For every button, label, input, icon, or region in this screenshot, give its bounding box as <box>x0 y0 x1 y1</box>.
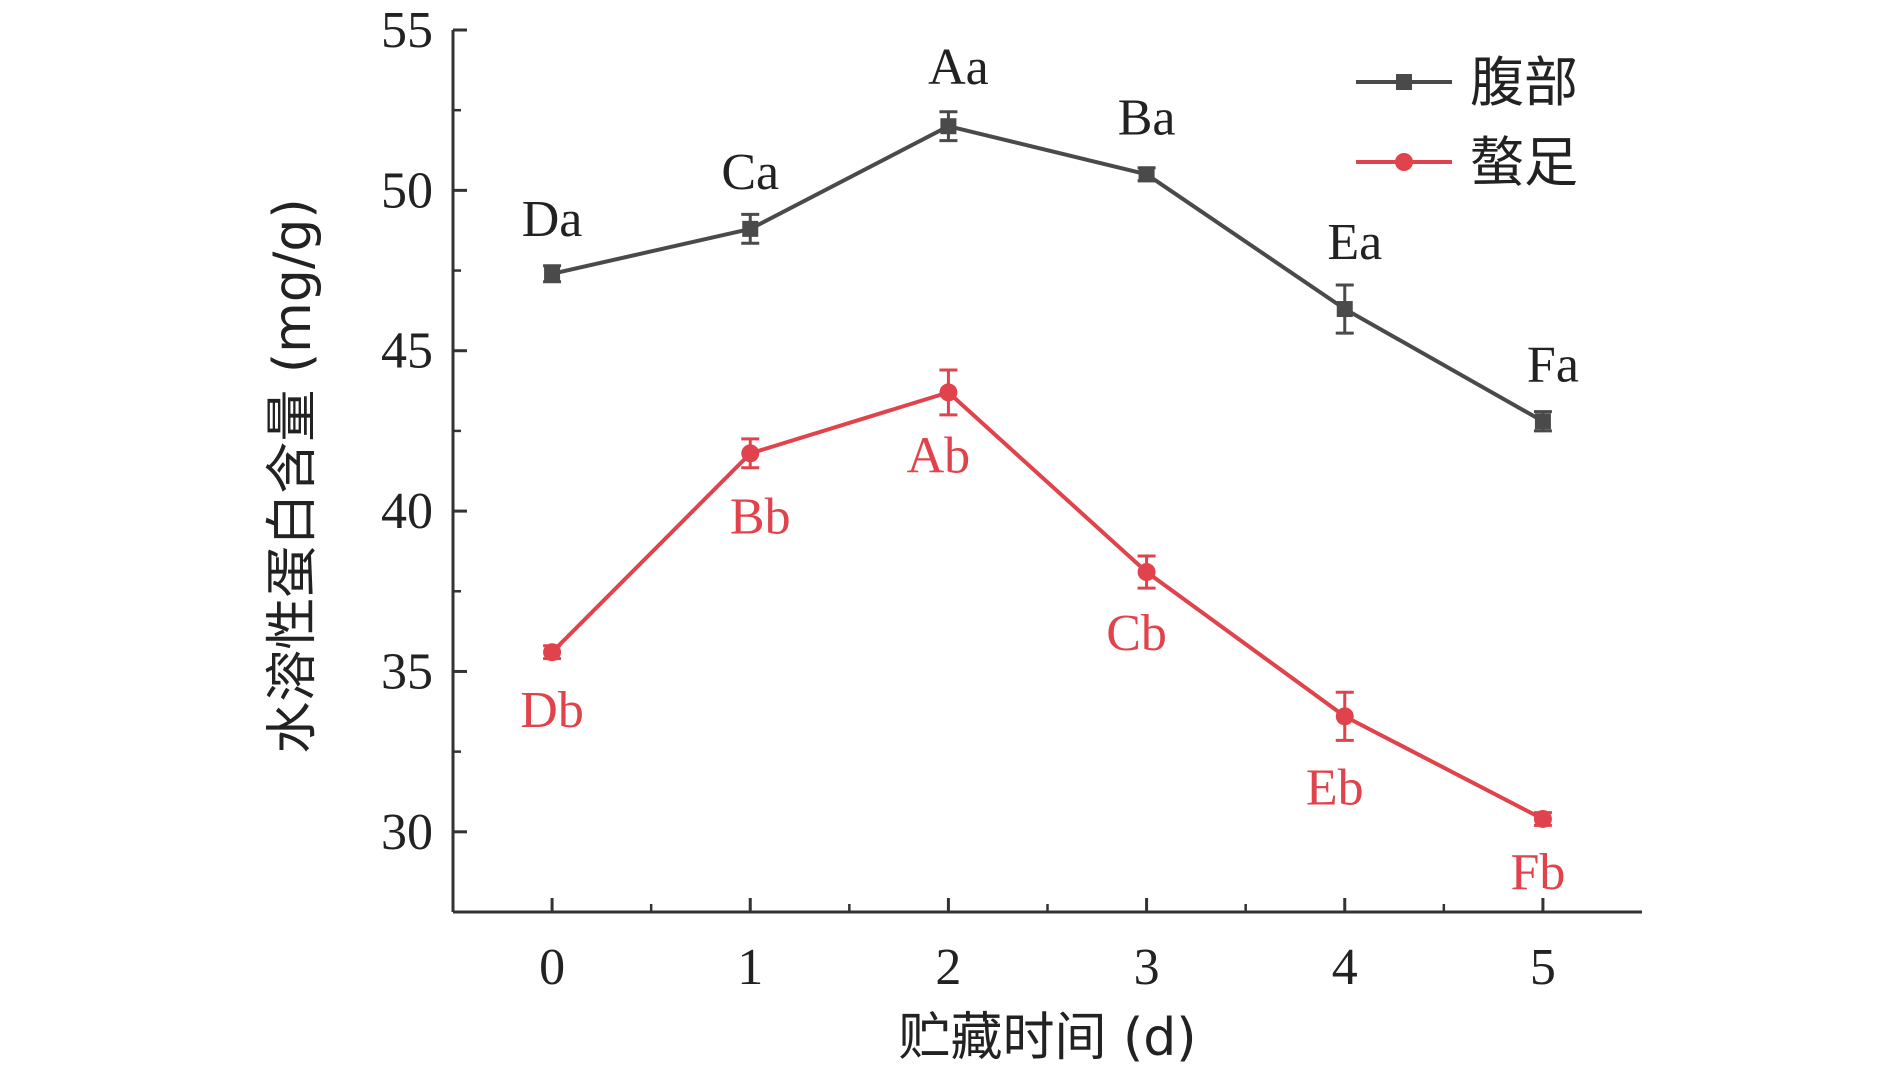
data-point <box>544 265 561 282</box>
point-label: Eb <box>1306 759 1364 816</box>
data-point <box>1335 707 1354 726</box>
x-tick-label: 1 <box>737 939 763 996</box>
legend-marker <box>1396 74 1412 90</box>
data-point <box>940 118 957 135</box>
point-label: Da <box>522 191 583 248</box>
point-label: Aa <box>928 39 989 96</box>
data-point <box>1138 166 1155 183</box>
data-point <box>1534 413 1551 430</box>
x-tick-label: 4 <box>1332 939 1358 996</box>
point-label: Db <box>520 682 584 739</box>
legend-marker <box>1395 153 1413 171</box>
x-tick-label: 5 <box>1530 939 1556 996</box>
data-point <box>1533 809 1552 828</box>
series-line <box>551 124 1544 424</box>
y-tick-label: 40 <box>381 483 433 540</box>
data-point <box>1137 563 1156 582</box>
series-1: Da Ca Aa Ba Ea Fa <box>522 39 1579 433</box>
series-2: Db Bb Ab Cb Eb Fb <box>520 368 1565 901</box>
legend-label: 腹部 <box>1470 51 1578 114</box>
x-tick-label: 0 <box>539 939 565 996</box>
legend-item: 腹部 <box>1356 51 1578 114</box>
x-tick-label: 3 <box>1134 939 1160 996</box>
series-line <box>550 390 1544 821</box>
data-point <box>543 643 562 662</box>
point-label: Bb <box>730 488 791 545</box>
data-point <box>1336 301 1353 318</box>
y-axis-title: 水溶性蛋白含量 (mg/g) <box>263 198 323 753</box>
point-label: Ba <box>1118 89 1176 146</box>
point-label: Ea <box>1327 214 1382 271</box>
y-tick-label: 55 <box>381 2 433 59</box>
data-point <box>939 383 958 402</box>
point-label: Fa <box>1527 336 1579 393</box>
data-point <box>742 220 759 237</box>
plot-area: Da Ca Aa Ba Ea Fa Db Bb Ab Cb Eb Fb <box>520 39 1579 901</box>
point-label: Cb <box>1106 605 1167 662</box>
y-tick-label: 35 <box>381 643 433 700</box>
point-label: Ab <box>907 427 971 484</box>
y-tick-label: 30 <box>381 804 433 861</box>
legend-label: 螯足 <box>1470 131 1578 194</box>
point-label: Ca <box>721 144 779 201</box>
x-axis-title: 贮藏时间 (d) <box>898 1008 1196 1068</box>
legend-item: 螯足 <box>1356 131 1578 194</box>
x-tick-label: 2 <box>935 939 961 996</box>
point-label: Fb <box>1510 844 1565 901</box>
y-tick-label: 50 <box>381 162 433 219</box>
data-point <box>741 444 760 463</box>
y-tick-label: 45 <box>381 323 433 380</box>
